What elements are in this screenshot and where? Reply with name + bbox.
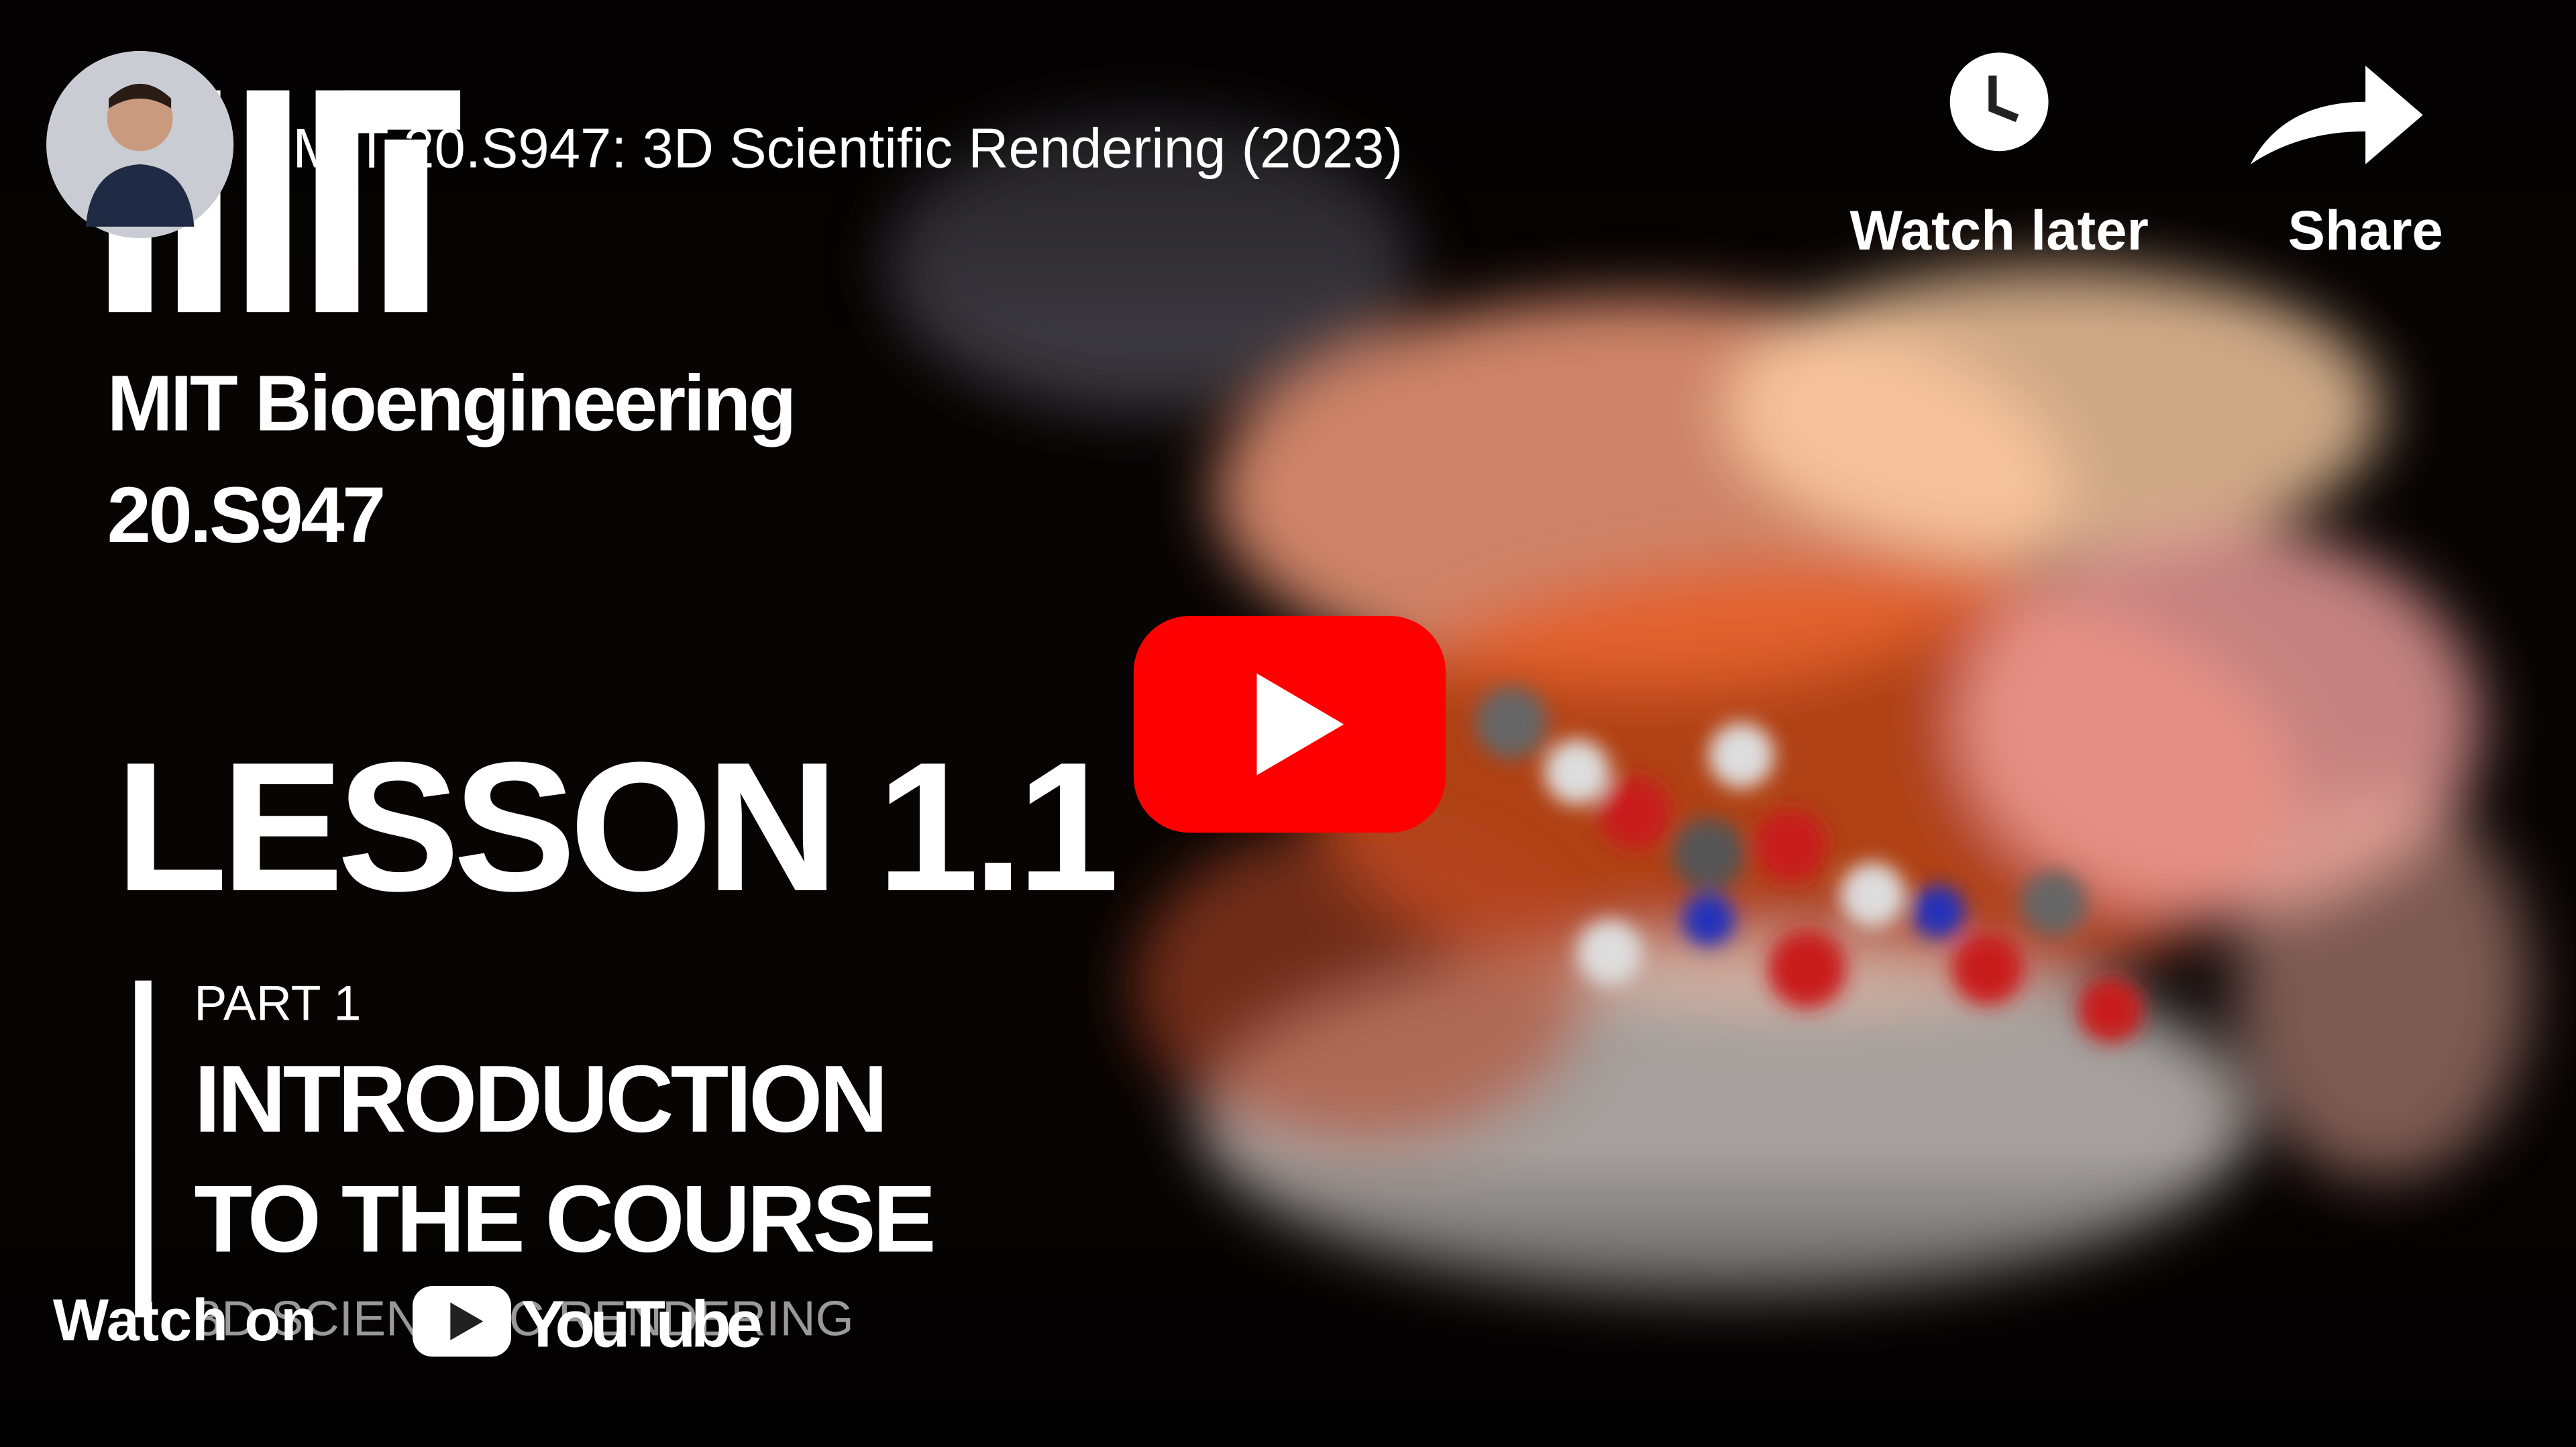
accent-bar xyxy=(135,980,152,1318)
share-button[interactable]: Share xyxy=(2250,65,2443,262)
lesson-heading: INTRODUCTION xyxy=(194,1046,885,1153)
watch-on-youtube[interactable]: Watch on YouTube xyxy=(53,1286,766,1361)
share-icon xyxy=(2250,65,2423,164)
video-title[interactable]: MIT 20.S947: 3D Scientific Rendering (20… xyxy=(292,117,1403,180)
course-code: 20.S947 xyxy=(107,471,384,559)
channel-avatar[interactable] xyxy=(46,50,234,239)
youtube-wordmark: YouTube xyxy=(521,1287,761,1361)
top-shade xyxy=(0,0,2576,329)
part-label: PART 1 xyxy=(194,975,361,1030)
clock-hands xyxy=(1988,75,2019,122)
clock-icon xyxy=(1949,52,2049,152)
watch-later-label: Watch later xyxy=(1849,199,2149,262)
youtube-play xyxy=(450,1302,484,1340)
play-icon xyxy=(1256,673,1344,775)
play-button[interactable] xyxy=(1133,616,1446,833)
molecule xyxy=(1475,686,2144,1043)
course-name: MIT Bioengineering xyxy=(107,359,794,447)
lesson-label: LESSON 1.1 xyxy=(115,725,1115,930)
watch-later-button[interactable]: Watch later xyxy=(1849,52,2149,262)
share-label: Share xyxy=(2288,199,2443,262)
series-label: 3D SCIENTIFIC RENDERING xyxy=(194,1291,853,1346)
lesson-heading: TO THE COURSE xyxy=(194,1166,933,1273)
watch-on-label: Watch on xyxy=(53,1287,317,1353)
